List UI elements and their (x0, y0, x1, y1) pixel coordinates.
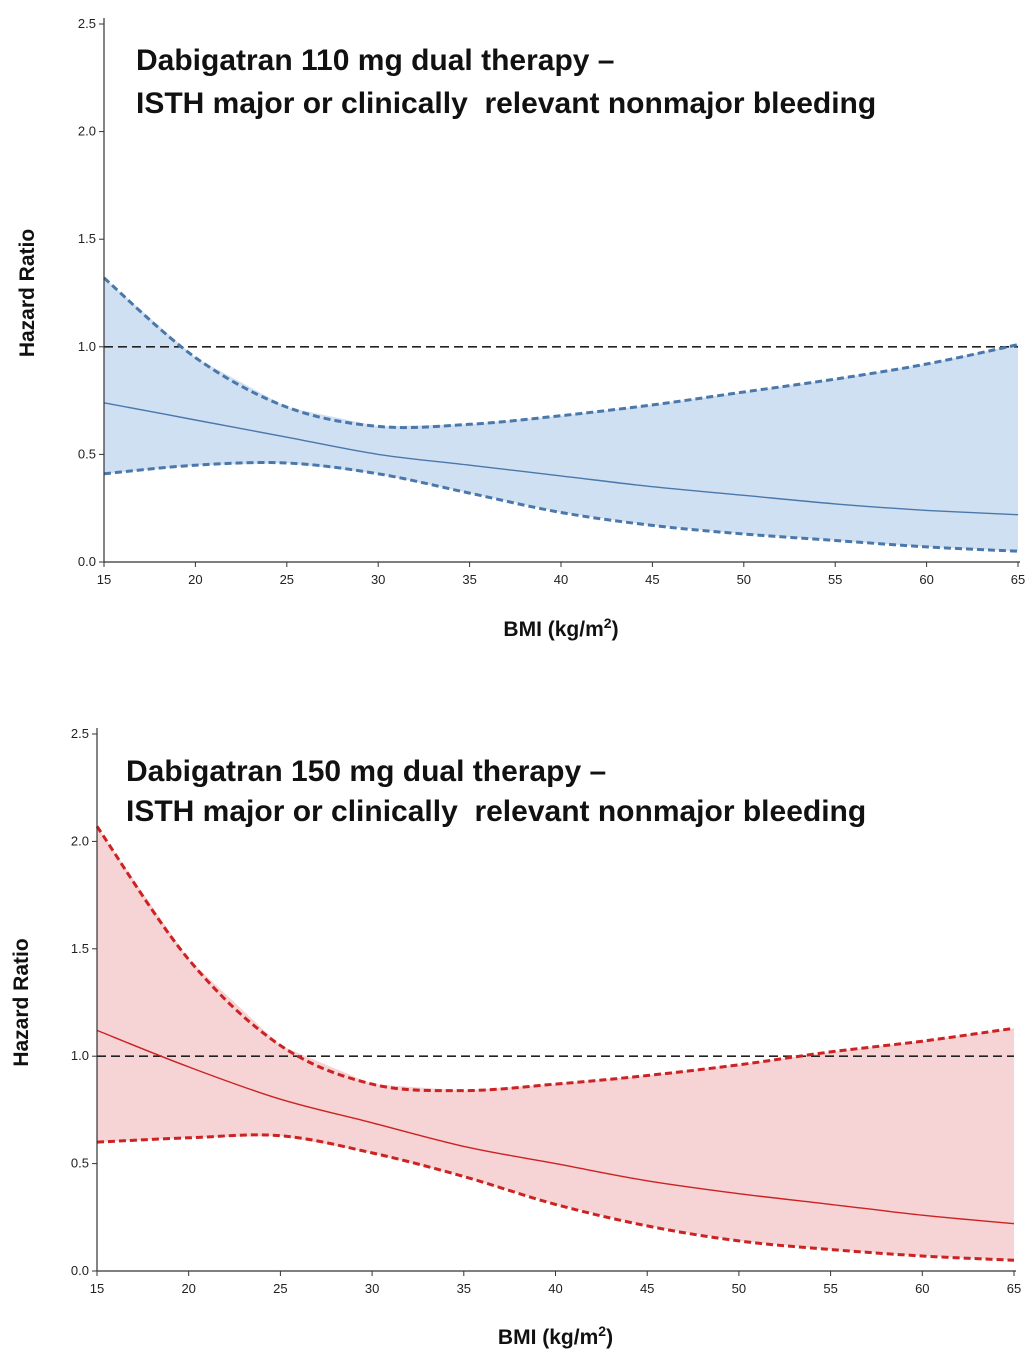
x-tick-label: 65 (1011, 572, 1025, 587)
x-tick-label: 25 (273, 1281, 287, 1296)
x-tick-label: 45 (645, 572, 659, 587)
lower-ci-line (96, 1133, 1015, 1262)
x-tick-label: 55 (828, 572, 842, 587)
x-axis-title: BMI (kg/m2) (498, 1323, 613, 1349)
y-tick-label: 1.5 (78, 231, 96, 246)
estimate-line (96, 1029, 1015, 1225)
lower-ci-line (103, 461, 1019, 553)
x-tick-label: 65 (1007, 1281, 1021, 1296)
x-tick-label: 15 (90, 1281, 104, 1296)
x-tick-label: 50 (732, 1281, 746, 1296)
x-tick-label: 35 (462, 572, 476, 587)
y-tick-label: 2.0 (71, 833, 89, 848)
x-tick-label: 20 (181, 1281, 195, 1296)
upper-ci-line (103, 276, 1019, 430)
x-tick-label: 30 (371, 572, 385, 587)
x-tick-label: 25 (280, 572, 294, 587)
y-tick-label: 1.0 (78, 339, 96, 354)
y-tick-label: 2.5 (71, 726, 89, 741)
x-tick-label: 45 (640, 1281, 654, 1296)
x-tick-label: 60 (915, 1281, 929, 1296)
x-tick-label: 20 (188, 572, 202, 587)
chart-panel-2: 0.0 0.5 1.0 1.5 2.0 2.5 15 20 25 30 35 40 45 50 55 60 65… (10, 726, 1021, 1349)
y-tick-label: 2.5 (78, 16, 96, 31)
chart-title-line-1: Dabigatran 110 mg dual therapy – (136, 44, 615, 77)
x-tick-label: 60 (919, 572, 933, 587)
chart-title-line-2: ISTH major or clinically relevant nonmaj… (136, 87, 876, 120)
chart-title-line-2: ISTH major or clinically relevant nonmaj… (126, 795, 866, 828)
estimate-line (103, 402, 1019, 516)
upper-ci-line (95, 825, 1015, 1093)
x-tick-label: 15 (97, 572, 111, 587)
x-tick-label: 40 (554, 572, 568, 587)
x-tick-label: 40 (548, 1281, 562, 1296)
x-tick-label: 30 (365, 1281, 379, 1296)
y-tick-label: 0.0 (78, 554, 96, 569)
confidence-band (97, 826, 1014, 1261)
chart-title-line-1: Dabigatran 150 mg dual therapy – (126, 755, 606, 788)
y-tick-label: 0.5 (71, 1156, 89, 1171)
y-tick-label: 1.0 (71, 1048, 89, 1063)
x-tick-label: 35 (457, 1281, 471, 1296)
x-tick-label: 55 (823, 1281, 837, 1296)
confidence-band (104, 277, 1018, 552)
chart-panel-1: 0.0 0.5 1.0 1.5 2.0 2.5 15 20 25 30 35 40 45 50 55 60 65… (16, 16, 1025, 641)
y-tick-label: 1.5 (71, 941, 89, 956)
x-axis-title: BMI (kg/m2) (503, 615, 618, 641)
y-tick-label: 2.0 (78, 124, 96, 139)
y-tick-label: 0.0 (71, 1263, 89, 1278)
y-axis-title: Hazard Ratio (16, 229, 39, 357)
y-tick-label: 0.5 (78, 446, 96, 461)
y-axis-title: Hazard Ratio (10, 938, 33, 1066)
x-tick-label: 50 (737, 572, 751, 587)
